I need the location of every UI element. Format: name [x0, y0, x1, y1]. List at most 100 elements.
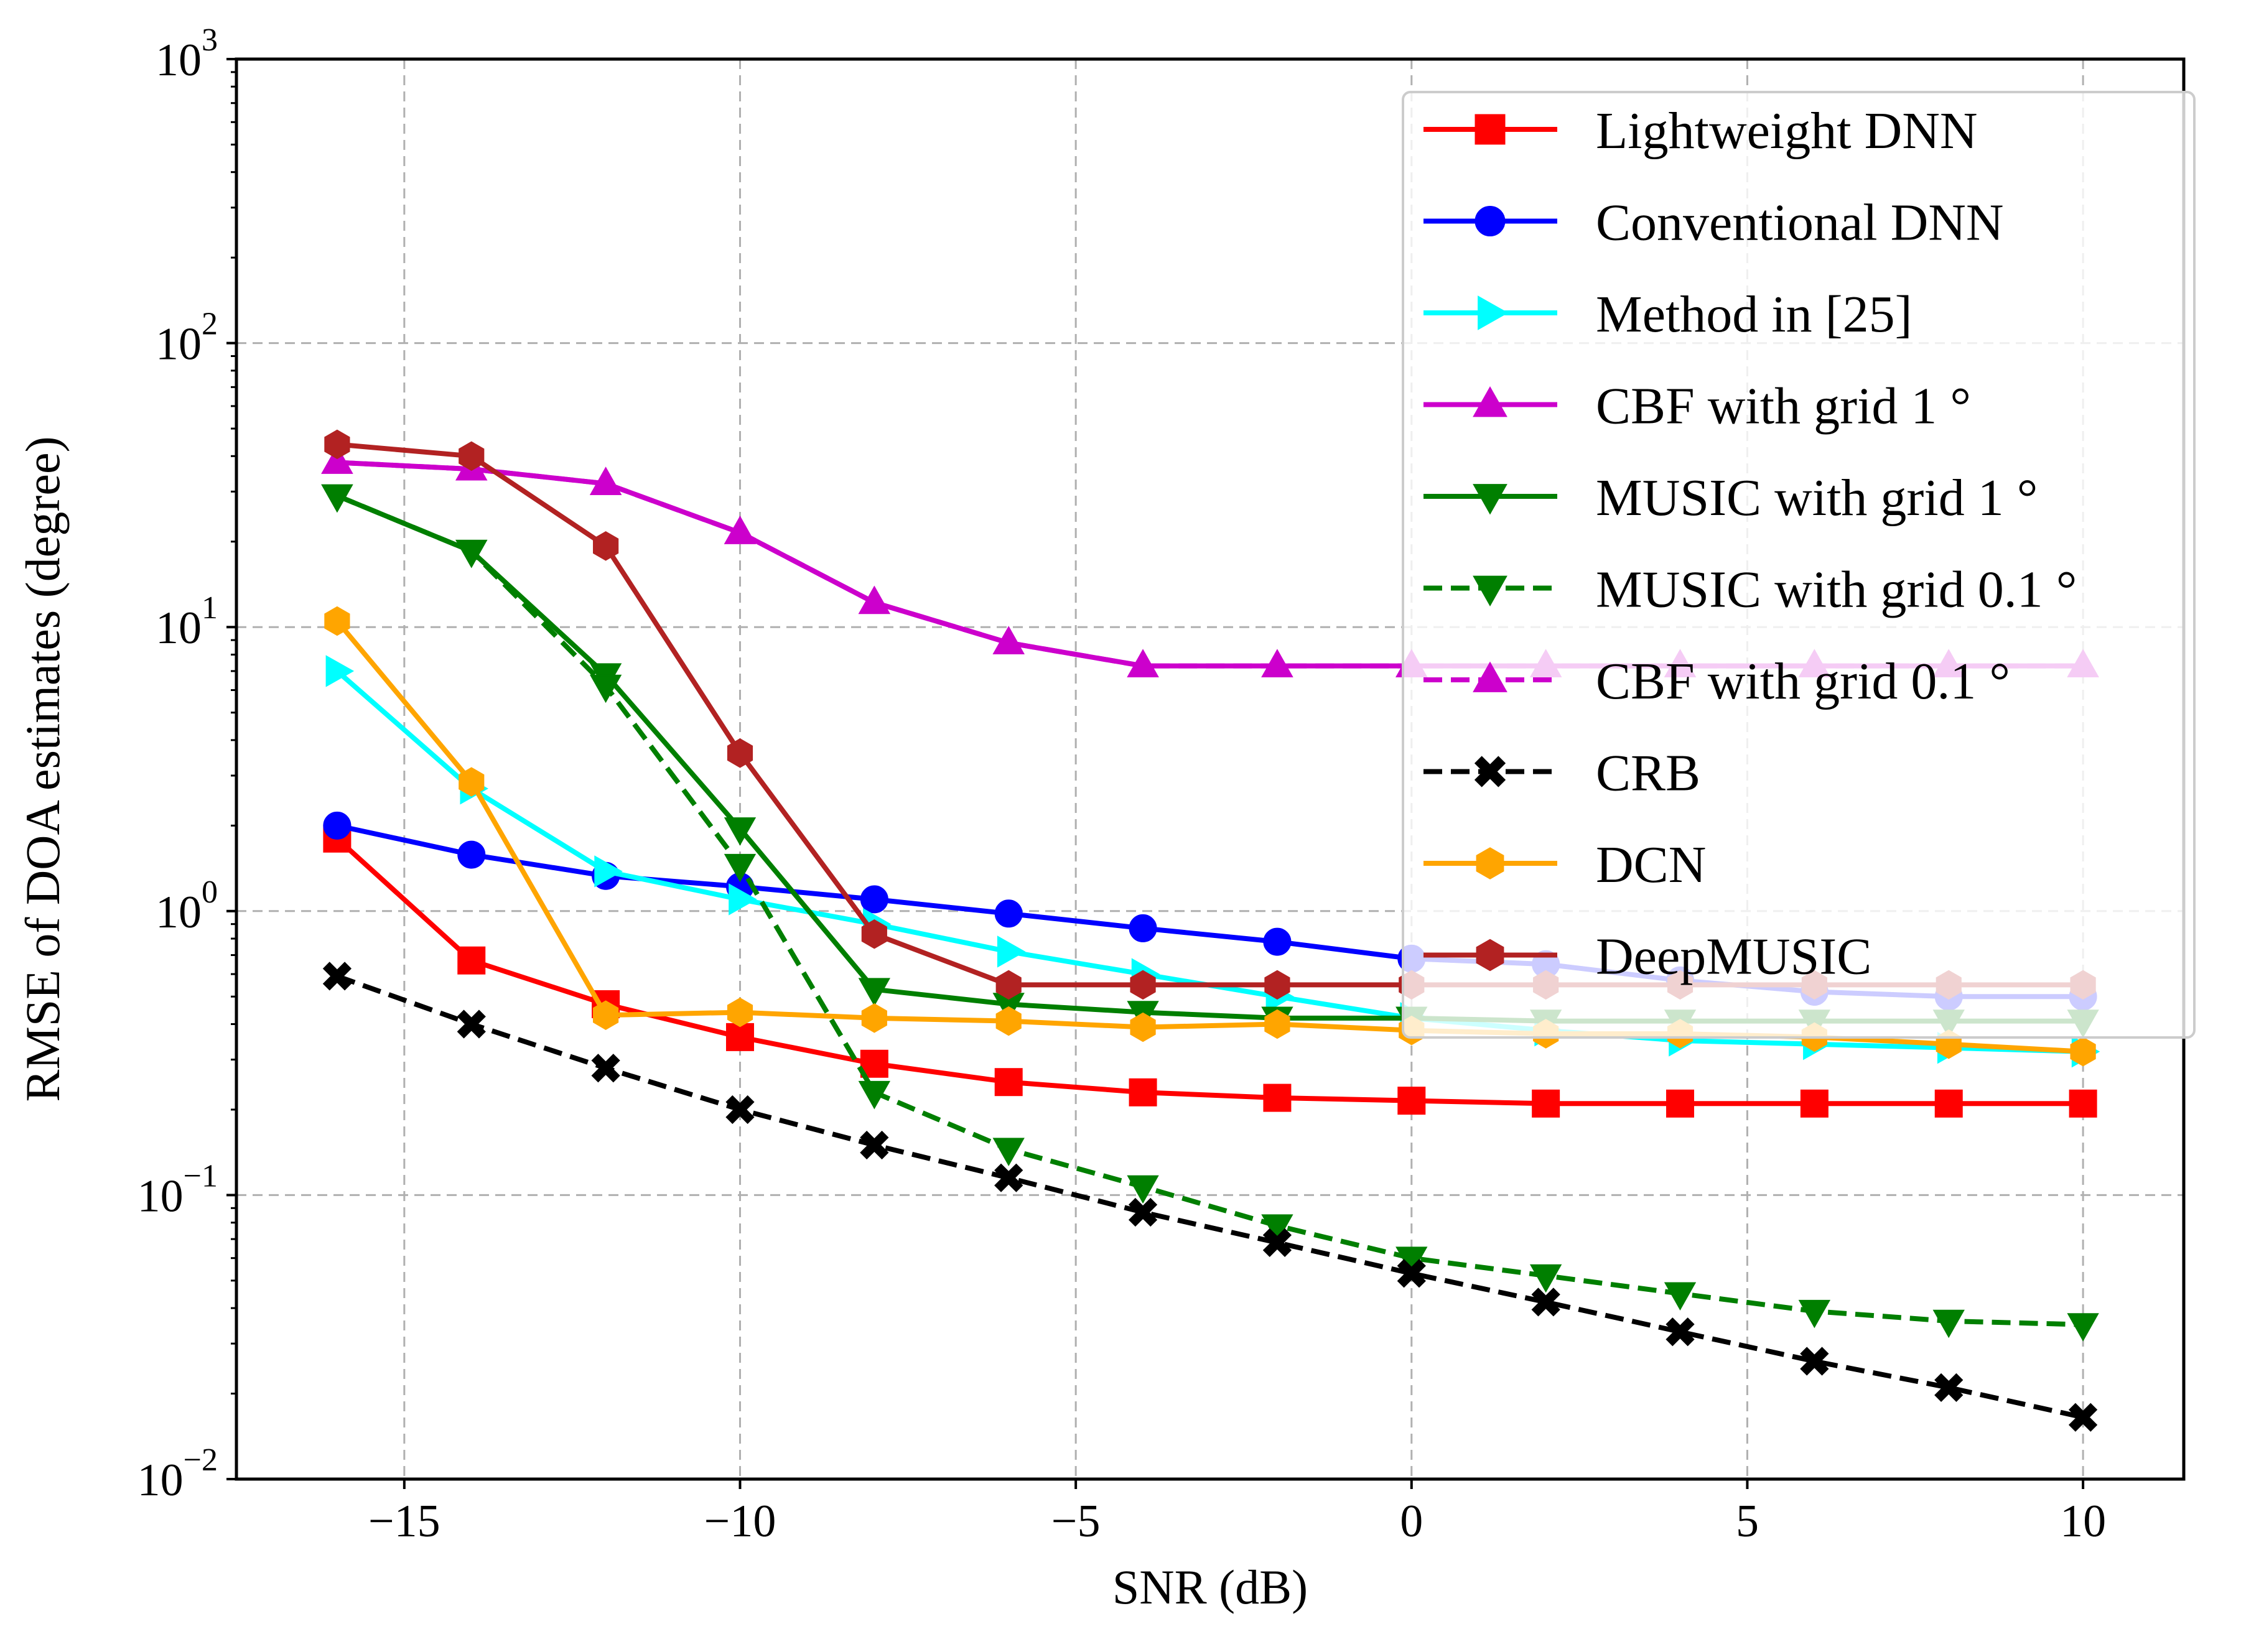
- legend-swatch-marker: [1475, 206, 1506, 236]
- data-point-deepmusic: [1130, 970, 1156, 1000]
- legend-label: CBF with grid 1 °: [1596, 378, 1971, 435]
- legend-item-music-with-grid-0-1: MUSIC with grid 0.1 °: [1423, 561, 2077, 619]
- legend-item-conventional-dnn: Conventional DNN: [1423, 194, 2004, 252]
- legend-item-cbf-with-grid-1: CBF with grid 1 °: [1423, 378, 1971, 435]
- data-point-music-with-grid-0-1: [1932, 1309, 1965, 1339]
- legend-label: DeepMUSIC: [1596, 928, 1871, 986]
- x-tick-label: −15: [368, 1496, 440, 1547]
- legend-label: DCN: [1596, 836, 1706, 894]
- data-point-conventional-dnn: [323, 811, 352, 840]
- y-tick-label: 101: [156, 590, 218, 654]
- series-line-crb: [336, 973, 2084, 1420]
- data-point-music-with-grid-1: [858, 978, 891, 1006]
- data-point-lightweight-dnn: [1666, 1089, 1695, 1118]
- data-point-dcn: [2070, 1036, 2096, 1067]
- y-tick-base: 10: [156, 603, 202, 654]
- y-tick-base: 10: [137, 1455, 184, 1506]
- data-point-crb: [1531, 1288, 1560, 1317]
- data-point-conventional-dnn: [1129, 914, 1157, 942]
- y-tick-label: 10−1: [137, 1158, 218, 1222]
- data-point-crb: [1262, 1228, 1292, 1257]
- data-point-dcn: [593, 1000, 619, 1030]
- legend-label: MUSIC with grid 0.1 °: [1596, 561, 2077, 619]
- x-tick-label: 0: [1400, 1496, 1423, 1547]
- data-point-music-with-grid-0-1: [2067, 1313, 2099, 1342]
- data-point-lightweight-dnn: [1129, 1078, 1157, 1107]
- legend-swatch-marker: [1473, 484, 1507, 515]
- data-point-dcn: [1264, 1009, 1290, 1039]
- legend-label: Conventional DNN: [1596, 194, 2004, 252]
- legend-label: CRB: [1596, 745, 1700, 802]
- data-point-dcn: [1130, 1012, 1156, 1042]
- y-tick-label: 10−2: [137, 1442, 218, 1506]
- data-point-crb: [591, 1054, 620, 1083]
- data-point-lightweight-dnn: [1800, 1089, 1829, 1118]
- y-tick-label: 100: [156, 875, 218, 938]
- data-point-crb: [2068, 1403, 2098, 1432]
- data-point-cbf-with-grid-0-1: [992, 626, 1025, 654]
- legend: Lightweight DNN Conventional DNN Method in…: [1402, 91, 2196, 1039]
- data-point-lightweight-dnn: [2069, 1089, 2097, 1118]
- data-point-lightweight-dnn: [1263, 1084, 1292, 1112]
- data-point-conventional-dnn: [1263, 927, 1292, 956]
- data-point-deepmusic: [727, 738, 753, 768]
- legend-swatch-marker: [1476, 847, 1504, 879]
- data-point-cbf-with-grid-0-1: [589, 466, 622, 495]
- legend-swatch-marker: [1475, 114, 1506, 145]
- data-point-music-with-grid-0-1: [1529, 1264, 1562, 1293]
- data-point-crb: [860, 1130, 889, 1160]
- data-point-music-with-grid-0-1: [321, 484, 353, 513]
- data-point-deepmusic: [1264, 970, 1290, 1000]
- y-tick-label: 102: [156, 307, 218, 370]
- y-tick-base: 10: [156, 35, 202, 86]
- data-point-music-with-grid-0-1: [1798, 1299, 1831, 1329]
- data-point-cbf-with-grid-0-1: [724, 516, 757, 544]
- series-line-music-with-grid-0-1: [336, 493, 2084, 1327]
- y-tick-exponent: 3: [202, 22, 218, 58]
- data-point-lightweight-dnn: [1934, 1089, 1963, 1118]
- data-point-music-with-grid-1: [724, 817, 757, 846]
- data-point-deepmusic: [459, 441, 485, 471]
- data-point-music-with-grid-0-1: [858, 1080, 891, 1110]
- y-tick-exponent: 1: [202, 590, 218, 626]
- data-point-crb: [1800, 1347, 1829, 1376]
- data-point-deepmusic: [593, 531, 619, 561]
- data-point-method-in-25: [594, 855, 623, 888]
- legend-item-music-with-grid-1: MUSIC with grid 1 °: [1423, 469, 2038, 527]
- legend-label: Lightweight DNN: [1596, 102, 1978, 160]
- legend-item-crb: CRB: [1423, 745, 1700, 802]
- data-point-music-with-grid-0-1: [1127, 1175, 1159, 1204]
- legend-item-method-in-25: Method in [25]: [1423, 285, 1913, 343]
- legend-label: MUSIC with grid 1 °: [1596, 469, 2038, 527]
- data-point-cbf-with-grid-0-1: [858, 585, 891, 615]
- data-point-lightweight-dnn: [1532, 1089, 1560, 1118]
- legend-swatch-marker: [1473, 661, 1507, 692]
- y-tick-exponent: 2: [202, 307, 218, 342]
- legend-swatch-marker: [1478, 295, 1509, 330]
- data-point-crb: [994, 1163, 1023, 1192]
- data-point-conventional-dnn: [994, 899, 1023, 928]
- data-point-music-with-grid-0-1: [1664, 1282, 1697, 1311]
- data-point-deepmusic: [324, 429, 350, 460]
- data-point-deepmusic: [995, 970, 1022, 1000]
- legend-swatch-marker: [1473, 386, 1507, 417]
- series-line-lightweight-dnn: [335, 837, 2084, 1107]
- data-point-conventional-dnn: [457, 840, 486, 869]
- series-crb: [322, 962, 2098, 1432]
- data-point-dcn: [459, 767, 485, 797]
- data-point-method-in-25: [325, 655, 355, 687]
- x-tick-label: −10: [704, 1496, 776, 1547]
- data-point-crb: [1397, 1259, 1426, 1288]
- data-point-crb: [1128, 1197, 1158, 1227]
- data-point-crb: [457, 1009, 486, 1039]
- legend-item-deepmusic: DeepMUSIC: [1423, 928, 1871, 986]
- legend-box: [1402, 91, 2196, 1039]
- legend-item-dcn: DCN: [1423, 836, 1706, 894]
- y-tick-base: 10: [137, 1171, 184, 1222]
- y-tick-label: 103: [156, 22, 218, 86]
- legend-item-lightweight-dnn: Lightweight DNN: [1423, 102, 1978, 160]
- data-point-cbf-with-grid-0-1: [321, 445, 353, 474]
- data-point-lightweight-dnn: [994, 1068, 1023, 1097]
